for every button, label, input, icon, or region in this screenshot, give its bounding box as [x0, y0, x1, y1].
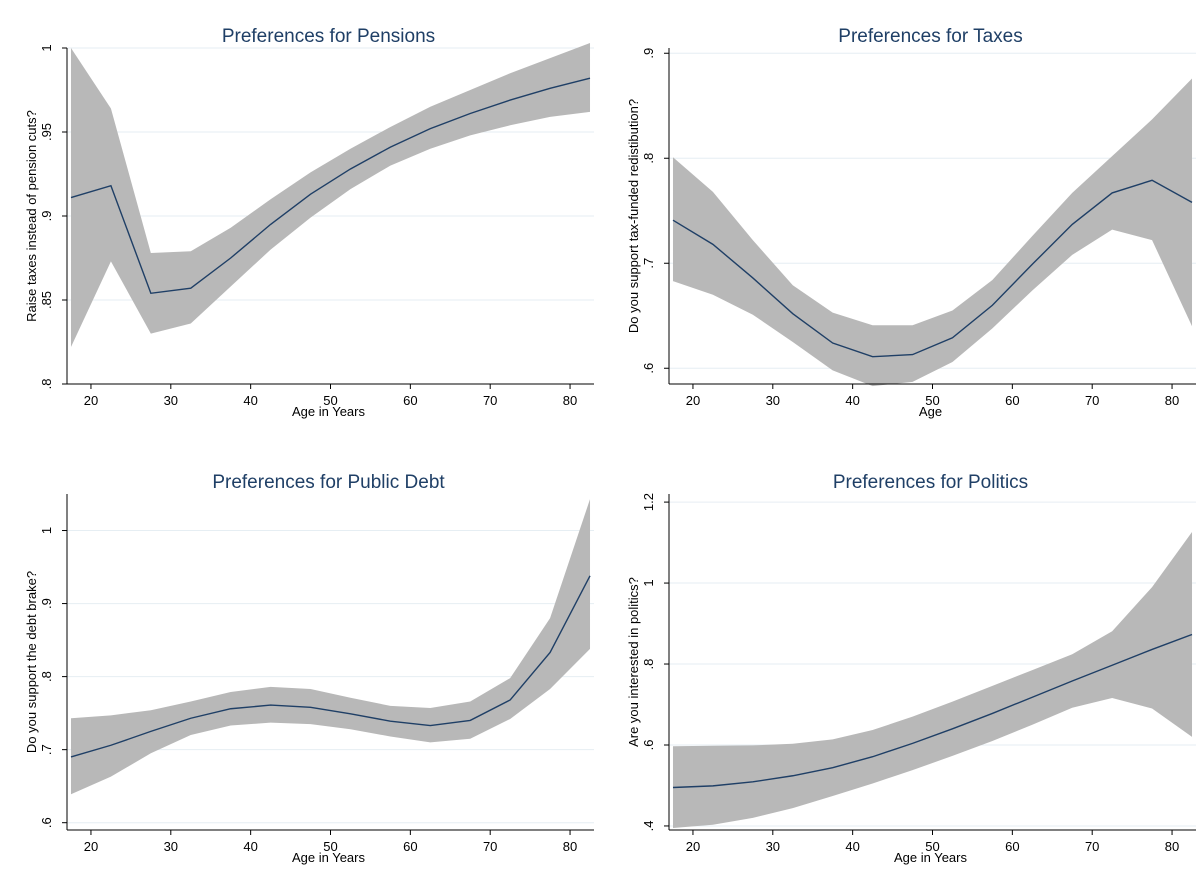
x-tick-label: 80	[563, 393, 577, 408]
x-tick-label: 80	[1165, 839, 1179, 854]
y-tick-label: .8	[641, 153, 656, 164]
x-tick-label: 50	[323, 839, 337, 854]
x-axis-label: Age in Years	[292, 404, 366, 419]
y-tick-label: .6	[641, 740, 656, 751]
x-tick-label: 40	[243, 393, 257, 408]
x-tick-label: 80	[1165, 393, 1179, 408]
x-tick-label: 60	[1005, 839, 1019, 854]
y-tick-label: .7	[641, 258, 656, 269]
x-tick-label: 40	[243, 839, 257, 854]
y-tick-label: .8	[641, 659, 656, 670]
x-tick-label: 60	[403, 393, 417, 408]
confidence-band	[70, 42, 591, 348]
y-tick-label: .6	[641, 363, 656, 374]
chart-title: Preferences for Public Debt	[212, 472, 445, 493]
chart-svg-politics: Preferences for Politics .4 .6 .8 1 1.2 20 30 40…	[626, 472, 1196, 865]
x-tick-label: 60	[403, 839, 417, 854]
y-tick-label: 1	[641, 579, 656, 586]
x-axis-label: Age	[919, 404, 942, 419]
x-tick-label: 60	[1005, 393, 1019, 408]
series-line	[672, 633, 1193, 789]
chart-title: Preferences for Pensions	[222, 26, 435, 47]
y-tick-label: .85	[39, 291, 54, 309]
y-axis-label: Do you support tax-funded redistibution?	[626, 99, 641, 333]
y-tick-label: .6	[39, 817, 54, 828]
x-tick-label: 80	[563, 839, 577, 854]
chart-svg-taxes: Preferences for Taxes .6 .7 .8 .9 20 30 40 50 60 7…	[626, 26, 1196, 419]
series-line	[70, 575, 591, 758]
y-tick-label: .4	[641, 821, 656, 832]
y-axis-label: Are you interested in politics?	[626, 577, 641, 747]
x-tick-label: 20	[686, 393, 700, 408]
confidence-band	[70, 499, 591, 795]
x-tick-label: 40	[845, 393, 859, 408]
x-tick-label: 30	[164, 393, 178, 408]
y-tick-label: .9	[39, 598, 54, 609]
x-tick-label: 30	[164, 839, 178, 854]
x-tick-label: 70	[1085, 393, 1099, 408]
x-tick-label: 20	[84, 839, 98, 854]
chart-panel-public-debt: Preferences for Public Debt .6 .7 .8 .9 1 20 30…	[0, 446, 602, 892]
x-tick-label: 20	[686, 839, 700, 854]
y-tick-label: .7	[39, 744, 54, 755]
x-tick-label: 70	[483, 839, 497, 854]
x-tick-label: 50	[323, 393, 337, 408]
y-tick-label: .8	[39, 671, 54, 682]
y-tick-label: 1.2	[641, 493, 656, 511]
y-tick-label: .9	[641, 48, 656, 59]
y-axis-label: Do you support the debt brake?	[24, 571, 39, 753]
y-tick-label: 1	[39, 44, 54, 51]
x-axis-label: Age in Years	[894, 850, 968, 865]
confidence-band	[672, 78, 1193, 387]
y-tick-label: .8	[39, 379, 54, 390]
x-tick-label: 50	[925, 393, 939, 408]
x-tick-label: 50	[925, 839, 939, 854]
chart-svg-public-debt: Preferences for Public Debt .6 .7 .8 .9 1 20 30…	[24, 472, 594, 865]
y-axis-label: Raise taxes instead of pension cuts?	[24, 110, 39, 322]
chart-panel-politics: Preferences for Politics .4 .6 .8 1 1.2 20 30 40…	[602, 446, 1204, 892]
x-tick-label: 40	[845, 839, 859, 854]
chart-svg-pensions: Preferences for Pensions .8 .85 .9 .95 1 20 30 4…	[24, 26, 594, 419]
x-tick-label: 20	[84, 393, 98, 408]
x-tick-label: 70	[1085, 839, 1099, 854]
y-tick-label: .9	[39, 211, 54, 222]
y-tick-label: .95	[39, 123, 54, 141]
x-tick-label: 30	[766, 393, 780, 408]
x-tick-label: 30	[766, 839, 780, 854]
chart-panel-pensions: Preferences for Pensions .8 .85 .9 .95 1 20 30 4…	[0, 0, 602, 446]
chart-title: Preferences for Politics	[833, 472, 1028, 493]
chart-title: Preferences for Taxes	[838, 26, 1022, 47]
y-tick-label: 1	[39, 527, 54, 534]
chart-panel-taxes: Preferences for Taxes .6 .7 .8 .9 20 30 40 50 60 7…	[602, 0, 1204, 446]
confidence-band	[672, 532, 1193, 828]
series-line	[672, 179, 1193, 358]
series-line	[70, 77, 591, 295]
x-axis-label: Age in Years	[292, 850, 366, 865]
x-tick-label: 70	[483, 393, 497, 408]
